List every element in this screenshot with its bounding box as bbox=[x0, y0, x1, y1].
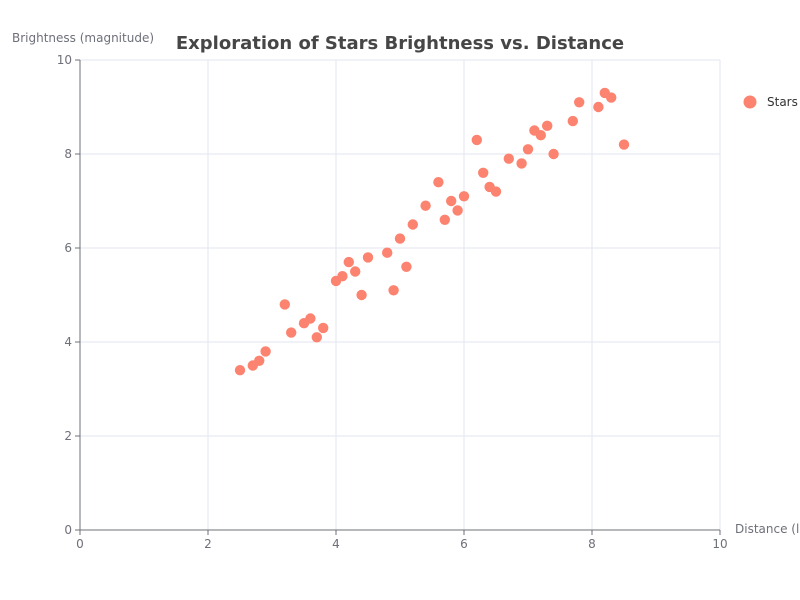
data-point[interactable] bbox=[311, 332, 322, 343]
data-point[interactable] bbox=[394, 233, 406, 244]
data-point[interactable] bbox=[516, 158, 527, 169]
data-point[interactable] bbox=[446, 195, 457, 207]
data-point[interactable] bbox=[286, 327, 297, 338]
grid bbox=[80, 59, 721, 530]
data-point[interactable] bbox=[401, 261, 412, 272]
y-tick-label: 6 bbox=[64, 241, 72, 255]
data-point[interactable] bbox=[343, 256, 354, 268]
x-tick-label: 4 bbox=[332, 537, 340, 551]
data-point[interactable] bbox=[535, 130, 546, 141]
data-point[interactable] bbox=[452, 205, 463, 216]
data-points bbox=[234, 87, 630, 376]
data-point[interactable] bbox=[279, 299, 290, 310]
axes bbox=[75, 59, 721, 535]
data-point[interactable] bbox=[574, 97, 585, 108]
y-tick-label: 10 bbox=[57, 53, 72, 67]
data-point[interactable] bbox=[503, 153, 514, 164]
data-point[interactable] bbox=[458, 191, 470, 202]
data-point[interactable] bbox=[356, 289, 367, 301]
data-point[interactable] bbox=[407, 219, 418, 230]
data-point[interactable] bbox=[350, 266, 361, 277]
data-point[interactable] bbox=[388, 285, 399, 296]
tick-labels: 0 2 4 6 8 10 0 2 4 6 8 10 bbox=[57, 53, 728, 551]
data-point[interactable] bbox=[362, 252, 374, 263]
data-point[interactable] bbox=[433, 177, 444, 188]
data-point[interactable] bbox=[439, 214, 450, 225]
data-point[interactable] bbox=[606, 92, 617, 103]
data-point[interactable] bbox=[593, 101, 604, 113]
y-tick-label: 2 bbox=[64, 429, 72, 443]
data-point[interactable] bbox=[478, 167, 489, 178]
y-axis-label: Brightness (magnitude) bbox=[12, 31, 154, 45]
y-tick-label: 0 bbox=[64, 523, 72, 537]
data-point[interactable] bbox=[382, 247, 393, 258]
x-tick-label: 2 bbox=[204, 537, 212, 551]
x-tick-label: 10 bbox=[712, 537, 727, 551]
legend[interactable]: Stars bbox=[743, 95, 798, 109]
data-point[interactable] bbox=[522, 144, 534, 155]
data-point[interactable] bbox=[305, 313, 316, 324]
x-tick-label: 8 bbox=[588, 537, 596, 551]
data-point[interactable] bbox=[618, 139, 630, 150]
data-point[interactable] bbox=[234, 365, 246, 376]
y-tick-label: 4 bbox=[64, 335, 72, 349]
x-tick-label: 0 bbox=[76, 537, 84, 551]
data-point[interactable] bbox=[254, 355, 265, 366]
data-point[interactable] bbox=[471, 134, 482, 146]
legend-label: Stars bbox=[767, 95, 798, 109]
x-axis-label: Distance (light-years) bbox=[735, 522, 800, 536]
data-point[interactable] bbox=[260, 346, 271, 357]
legend-marker bbox=[743, 95, 757, 109]
data-point[interactable] bbox=[337, 271, 348, 282]
data-point[interactable] bbox=[548, 148, 559, 160]
data-point[interactable] bbox=[420, 200, 431, 211]
x-tick-label: 6 bbox=[460, 537, 468, 551]
chart-title: Exploration of Stars Brightness vs. Dist… bbox=[176, 33, 624, 54]
y-tick-label: 8 bbox=[64, 147, 72, 161]
data-point[interactable] bbox=[567, 115, 578, 127]
data-point[interactable] bbox=[542, 120, 553, 131]
data-point[interactable] bbox=[490, 186, 502, 197]
data-point[interactable] bbox=[318, 322, 329, 334]
